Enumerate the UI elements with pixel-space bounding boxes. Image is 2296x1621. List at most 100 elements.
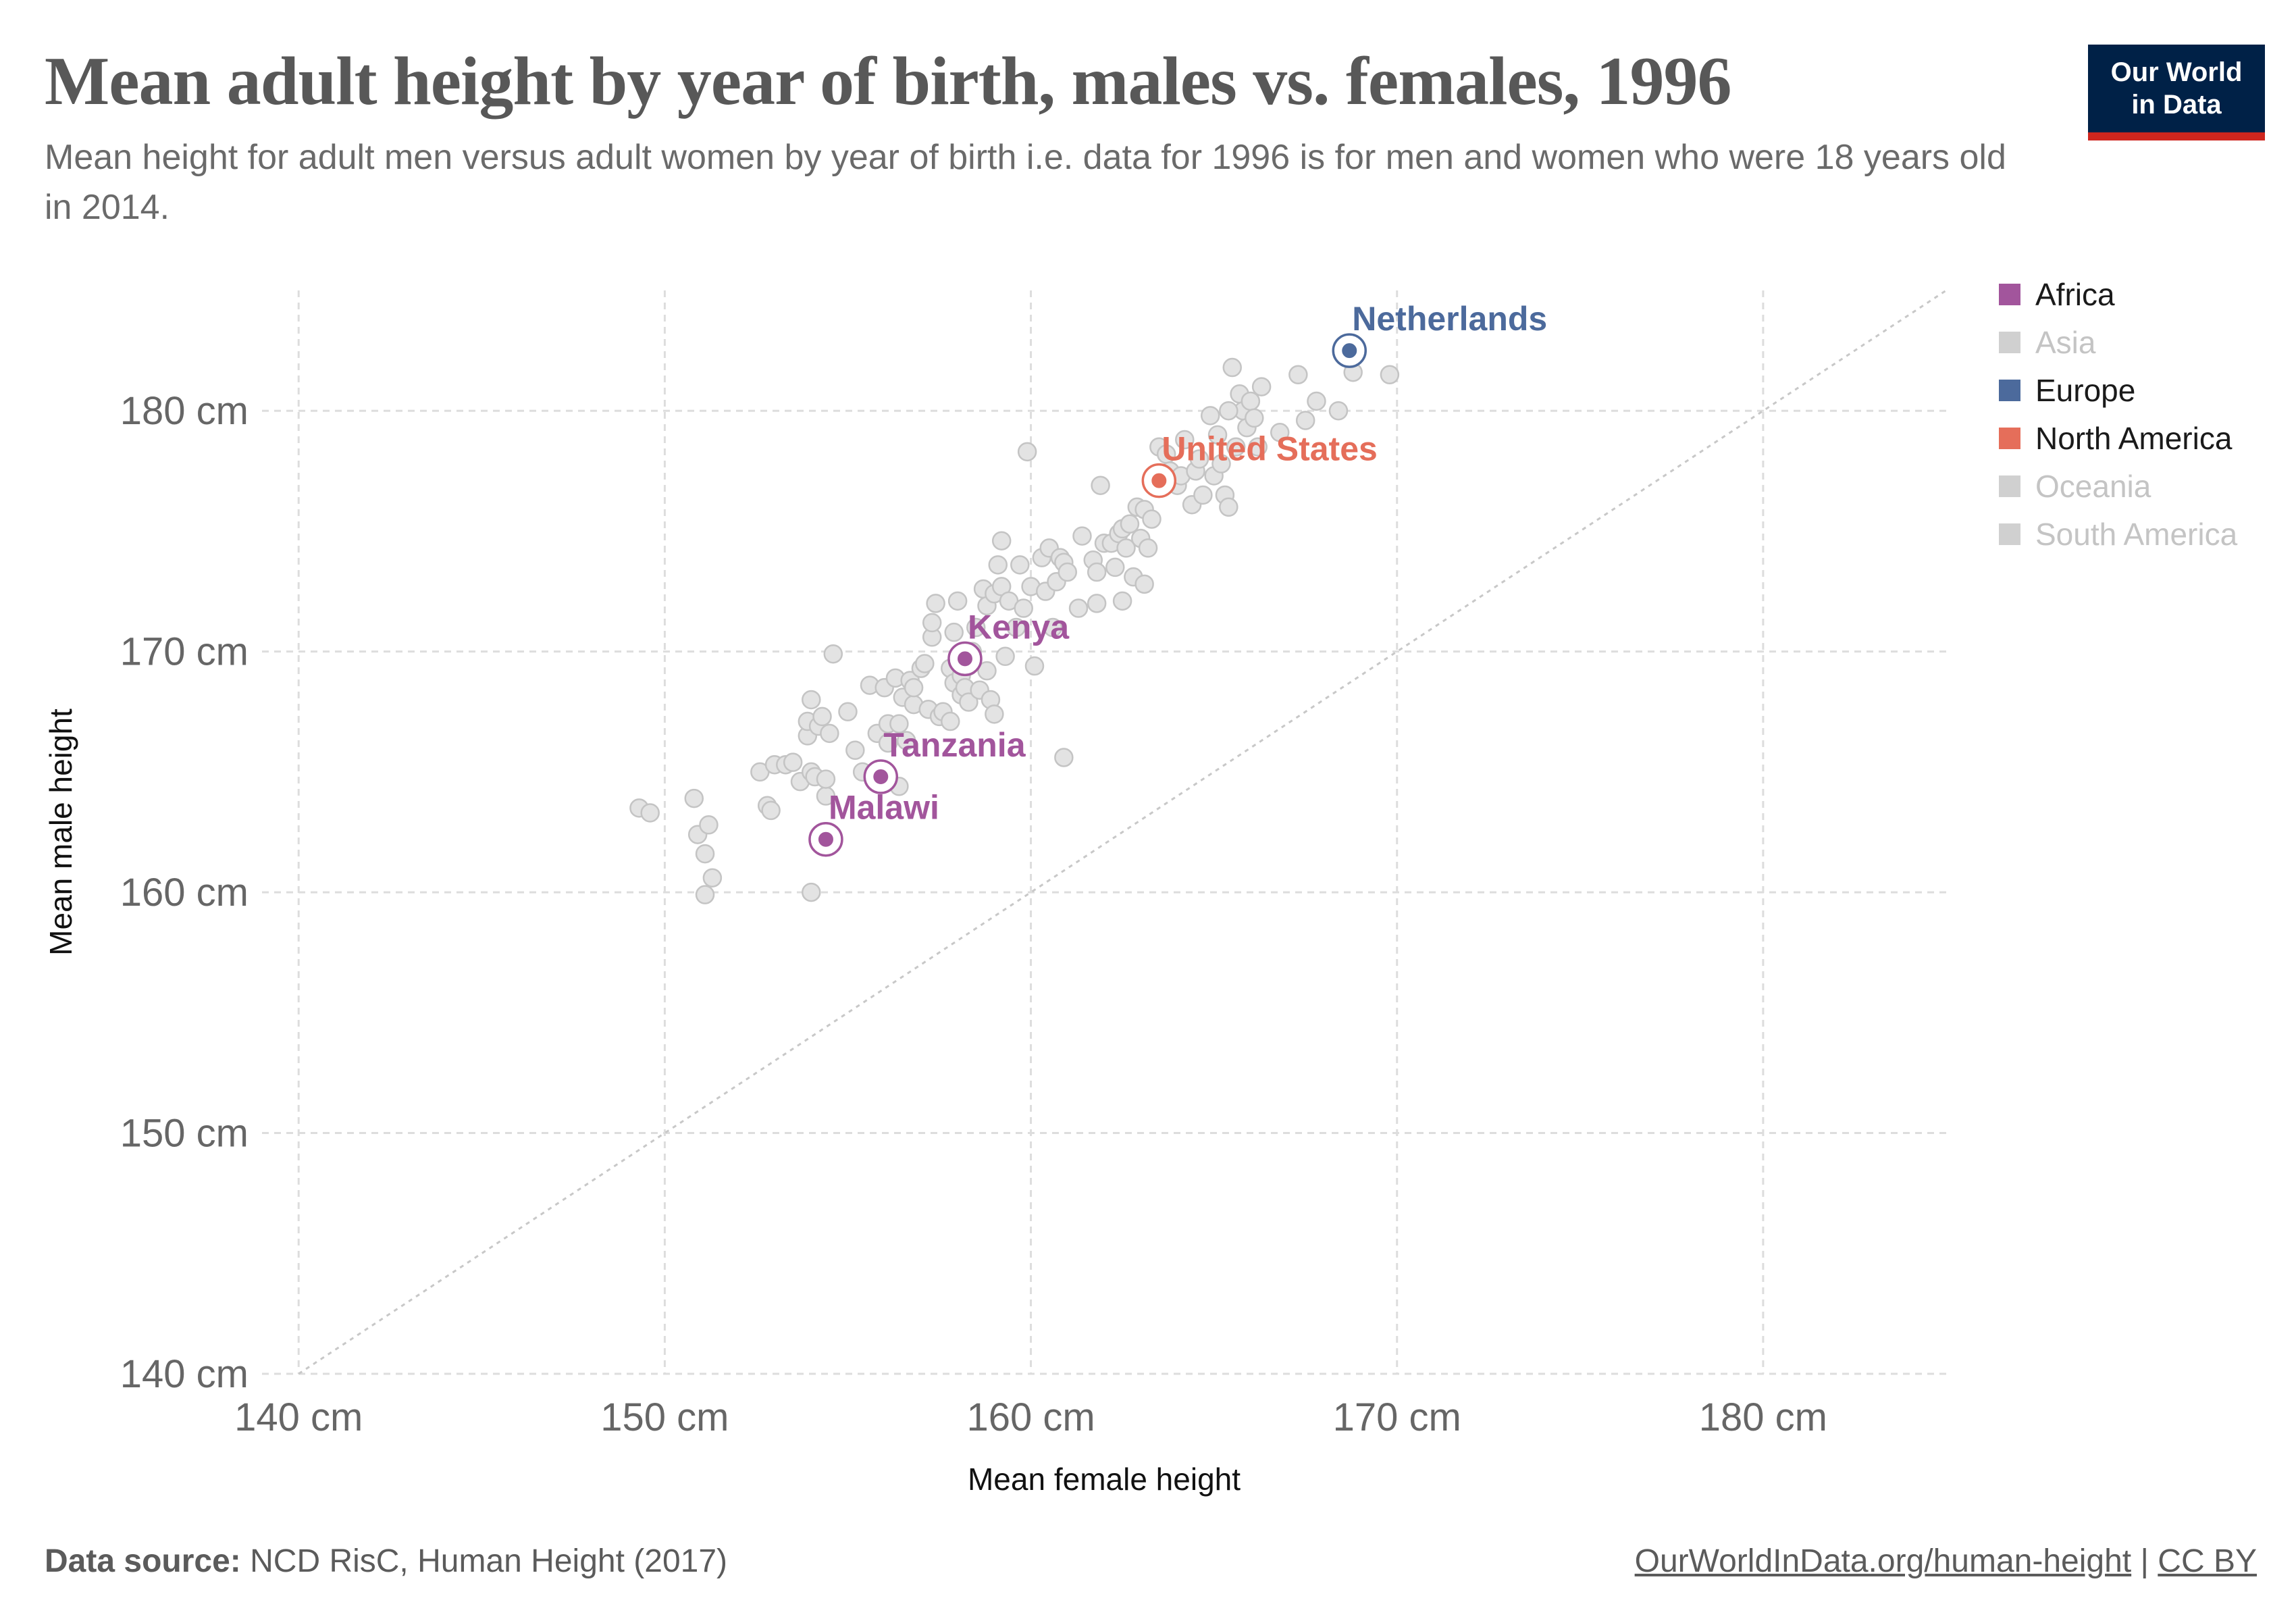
scatter-point: [783, 752, 803, 772]
y-tick-label: 170 cm: [120, 630, 249, 674]
chart-title: Mean adult height by year of birth, male…: [45, 43, 1731, 120]
data-source-label: Data source:: [45, 1543, 241, 1579]
legend-item-asia[interactable]: Asia: [1999, 318, 2237, 366]
scatter-point: [1091, 475, 1110, 495]
y-tick-label: 160 cm: [120, 871, 249, 915]
scatter-point: [1270, 423, 1290, 442]
scatter-point: [1248, 437, 1268, 457]
scatter-point: [1112, 591, 1132, 611]
y-axis-tick-labels: 140 cm 150 cm 160 cm 170 cm 180 cm: [120, 389, 249, 1396]
point-netherlands: [1340, 342, 1359, 360]
legend-swatch: [1999, 379, 2020, 401]
scatter-point: [889, 714, 909, 734]
scatter-point: [1105, 557, 1125, 577]
scatter-point: [1068, 598, 1089, 618]
legend-item-europe[interactable]: Europe: [1999, 366, 2237, 414]
point-label-netherlands: Netherlands: [1352, 300, 1547, 338]
scatter-point: [922, 613, 942, 633]
y-tick-label: 180 cm: [120, 389, 249, 433]
scatter-point: [1307, 391, 1326, 411]
point-label-tanzania: Tanzania: [883, 726, 1026, 764]
scatter-point: [695, 885, 715, 904]
scatter-point: [761, 800, 781, 821]
y-tick-label: 140 cm: [120, 1352, 249, 1396]
data-source-text: NCD RisC, Human Height (2017): [250, 1543, 728, 1579]
owid-logo[interactable]: Our World in Data: [2088, 45, 2265, 140]
legend: Africa Asia Europe North America Oceania…: [1999, 270, 2237, 558]
scatter-point: [1116, 538, 1136, 558]
x-tick-label: 160 cm: [966, 1395, 1095, 1439]
scatter-point: [944, 622, 964, 642]
y-axis-label: Mean male height: [43, 709, 78, 956]
point-malawi: [816, 830, 835, 848]
point-label-united-states: United States: [1162, 430, 1378, 468]
scatter-point: [1058, 562, 1078, 582]
scatter-point: [1222, 357, 1243, 378]
scatter-point: [904, 677, 924, 698]
scatter-point: [802, 882, 821, 902]
legend-label: South America: [2035, 516, 2238, 552]
legend-swatch: [1999, 331, 2020, 353]
scatter-point: [1380, 365, 1400, 385]
background-points: [629, 357, 1400, 904]
scatter-point: [702, 868, 723, 887]
footer-separator: |: [2140, 1543, 2149, 1579]
scatter-point: [941, 711, 960, 731]
x-tick-label: 170 cm: [1333, 1395, 1461, 1439]
x-tick-label: 150 cm: [600, 1395, 729, 1439]
scatter-point: [1189, 449, 1209, 469]
scatter-point: [695, 844, 715, 864]
legend-item-south-america[interactable]: South America: [1999, 510, 2237, 558]
scatter-point: [838, 702, 858, 722]
scatter-point: [1245, 408, 1264, 428]
scatter-point: [995, 646, 1015, 667]
x-axis-tick-labels: 140 cm 150 cm 160 cm 170 cm 180 cm: [234, 1395, 1827, 1439]
scatter-point: [1211, 454, 1231, 473]
scatter-point: [985, 704, 1004, 724]
owid-logo-text: Our World in Data: [2110, 57, 2243, 120]
scatter-point: [1142, 509, 1162, 529]
scatter-point: [1175, 430, 1195, 450]
scatter-point: [1087, 562, 1107, 582]
scatter-point: [1288, 365, 1308, 385]
point-label-kenya: Kenya: [968, 608, 1070, 646]
scatter-point: [1219, 401, 1238, 421]
scatter-point: [823, 644, 843, 664]
scatter-point: [878, 733, 898, 753]
scatter-point: [1010, 555, 1030, 575]
legend-item-north-america[interactable]: North America: [1999, 414, 2237, 462]
scatter-point: [1200, 406, 1220, 426]
legend-swatch: [1999, 427, 2020, 449]
scatter-point: [991, 531, 1012, 550]
x-tick-label: 180 cm: [1699, 1395, 1827, 1439]
scatter-point: [926, 594, 945, 613]
scatter-point: [1295, 411, 1315, 430]
scatter-point: [1138, 538, 1158, 558]
scatter-point: [1024, 656, 1045, 676]
legend-item-oceania[interactable]: Oceania: [1999, 462, 2237, 510]
chart-subtitle: Mean height for adult men versus adult w…: [45, 138, 2006, 227]
legend-item-africa[interactable]: Africa: [1999, 270, 2237, 318]
source-link[interactable]: OurWorldInData.org/human-height: [1634, 1543, 2132, 1579]
y-tick-label: 150 cm: [120, 1112, 249, 1156]
point-label-malawi: Malawi: [829, 789, 939, 827]
legend-label: Europe: [2035, 372, 2136, 408]
footer-links: OurWorldInData.org/human-height | CC BY: [1635, 1543, 2257, 1580]
legend-swatch: [1999, 523, 2020, 545]
scatter-point: [1219, 497, 1238, 517]
scatter-point: [1043, 617, 1063, 638]
scatter-point: [1014, 598, 1033, 618]
legend-label: Africa: [2035, 276, 2115, 312]
scatter-point: [1226, 437, 1246, 457]
x-tick-label: 140 cm: [234, 1395, 363, 1439]
scatter-point: [699, 815, 719, 835]
point-tanzania: [872, 768, 890, 786]
license-link[interactable]: CC BY: [2158, 1543, 2257, 1579]
scatter-point: [977, 661, 997, 681]
legend-label: North America: [2035, 420, 2233, 456]
scatter-point: [812, 706, 832, 727]
scatter-point: [684, 788, 704, 808]
scatter-point: [1072, 526, 1092, 546]
scatter-point: [845, 740, 865, 761]
